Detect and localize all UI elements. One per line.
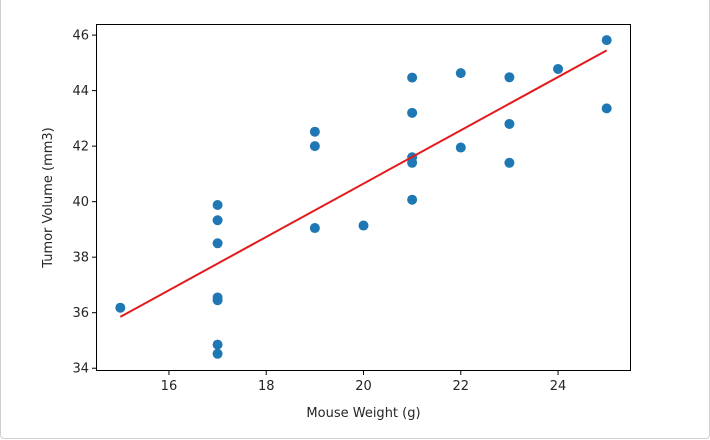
scatter-point <box>504 72 515 83</box>
scatter-point <box>358 220 369 231</box>
scatter-point <box>504 157 515 168</box>
x-tick-label: 18 <box>258 379 275 394</box>
scatter-point <box>407 72 418 83</box>
scatter-point <box>407 107 418 118</box>
scatter-point <box>455 68 466 79</box>
scatter-point <box>601 35 612 46</box>
plot-area <box>96 24 631 371</box>
y-tick-label: 40 <box>72 195 89 210</box>
y-axis-label: Tumor Volume (mm3) <box>41 127 56 269</box>
scatter-point <box>212 339 223 350</box>
scatter-point <box>504 118 515 129</box>
scatter-point <box>553 63 564 74</box>
y-tick-label: 44 <box>72 84 89 99</box>
x-axis: 16 18 20 22 24 <box>161 371 567 394</box>
scatter-point <box>407 194 418 205</box>
scatter-point <box>212 215 223 226</box>
scatter-point <box>309 126 320 137</box>
regression-line <box>119 49 608 318</box>
y-axis: 34 36 38 40 42 44 46 <box>72 29 96 377</box>
plot-frame <box>96 24 631 371</box>
x-tick-label: 16 <box>161 379 178 394</box>
y-tick-label: 38 <box>72 251 89 266</box>
y-tick-label: 34 <box>72 362 89 377</box>
scatter-point <box>309 223 320 234</box>
x-tick-label: 24 <box>550 379 567 394</box>
x-tick-label: 22 <box>452 379 469 394</box>
chart-marks <box>115 35 612 359</box>
scatter-point <box>212 348 223 359</box>
scatter-point <box>601 103 612 114</box>
y-tick-label: 46 <box>72 29 89 44</box>
scatter-point <box>212 238 223 249</box>
scatter-point <box>455 142 466 153</box>
y-tick-label: 42 <box>72 140 89 155</box>
x-tick-label: 20 <box>355 379 372 394</box>
scatter-point <box>309 141 320 152</box>
scatter-point <box>115 302 126 313</box>
scatter-point <box>212 200 223 210</box>
scatter-point <box>212 292 223 303</box>
x-axis-label: Mouse Weight (g) <box>306 406 420 421</box>
y-tick-label: 36 <box>72 306 89 321</box>
